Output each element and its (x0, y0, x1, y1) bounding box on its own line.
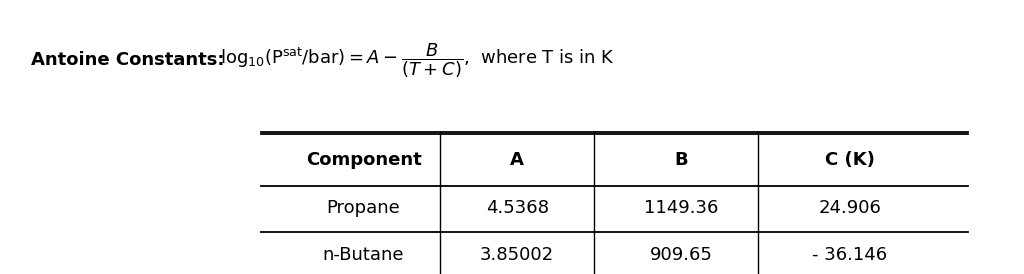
Text: $\mathrm{log}_{10}(\mathrm{P}^{\mathrm{sat}}\mathrm{/bar}) = \mathit{A} - \dfrac: $\mathrm{log}_{10}(\mathrm{P}^{\mathrm{s… (220, 41, 615, 80)
Text: 909.65: 909.65 (649, 246, 713, 264)
Text: - 36.146: - 36.146 (812, 246, 888, 264)
Text: 1149.36: 1149.36 (644, 199, 718, 217)
Text: B: B (674, 151, 688, 169)
Text: A: A (510, 151, 524, 169)
Text: 24.906: 24.906 (818, 199, 882, 217)
Text: Antoine Constants:: Antoine Constants: (31, 51, 224, 69)
Text: Component: Component (305, 151, 422, 169)
Text: Propane: Propane (327, 199, 400, 217)
Text: n-Butane: n-Butane (323, 246, 404, 264)
Text: 4.5368: 4.5368 (485, 199, 549, 217)
Text: C (K): C (K) (825, 151, 874, 169)
Text: 3.85002: 3.85002 (480, 246, 554, 264)
